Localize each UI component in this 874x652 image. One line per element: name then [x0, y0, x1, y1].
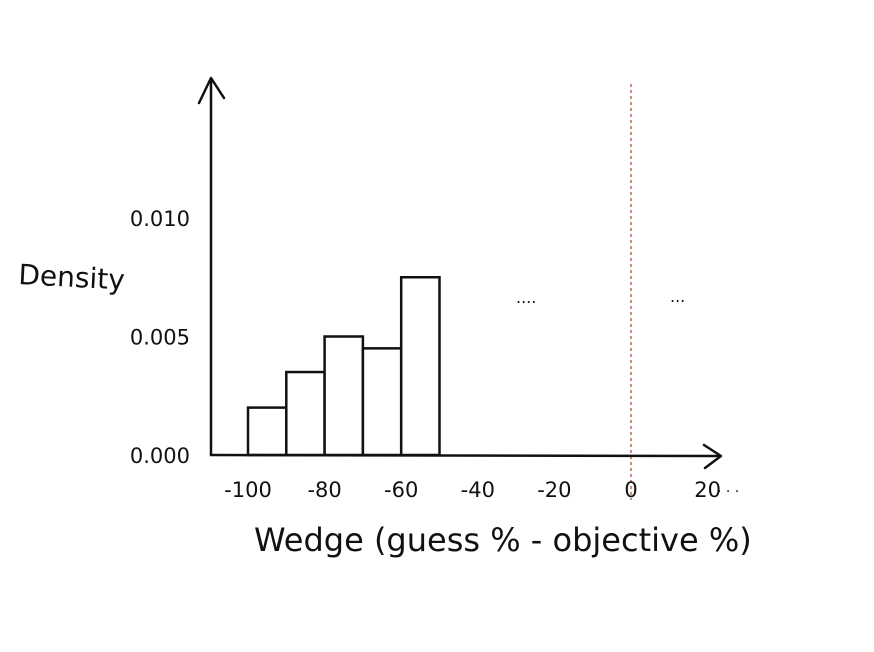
x-axis-title: Wedge (guess % - objective %) — [254, 521, 752, 559]
x-tick-label: -40 — [461, 478, 495, 502]
y-tick-labels: 0.000 0.005 0.010 — [130, 207, 190, 468]
continuation-mark-axis: . . . — [717, 480, 739, 496]
histogram-bar — [285, 370, 326, 457]
bars-group — [246, 276, 441, 457]
histogram-bar — [361, 347, 403, 457]
histogram-bar — [246, 406, 288, 457]
x-tick-label: 20 — [694, 478, 721, 502]
histogram-bar — [323, 335, 365, 457]
y-axis-arrowhead — [197, 76, 226, 105]
x-tick-labels: -100 -80 -60 -40 -20 0 20 — [224, 478, 721, 502]
continuation-mark-plot-right: ... — [670, 287, 685, 306]
y-axis-title: Density — [18, 258, 126, 297]
y-tick-label: 0.000 — [130, 444, 190, 468]
x-axis-arrowhead — [702, 443, 723, 470]
x-tick-label: 0 — [624, 478, 637, 502]
x-tick-label: -100 — [224, 478, 272, 502]
y-tick-label: 0.005 — [130, 326, 190, 350]
x-tick-label: -80 — [307, 478, 341, 502]
x-tick-label: -60 — [384, 478, 418, 502]
histogram-bar — [399, 276, 441, 457]
x-tick-label: -20 — [537, 478, 571, 502]
x-axis — [209, 453, 722, 458]
continuation-mark-plot-left: .... — [516, 288, 536, 307]
y-tick-label: 0.010 — [130, 207, 190, 231]
